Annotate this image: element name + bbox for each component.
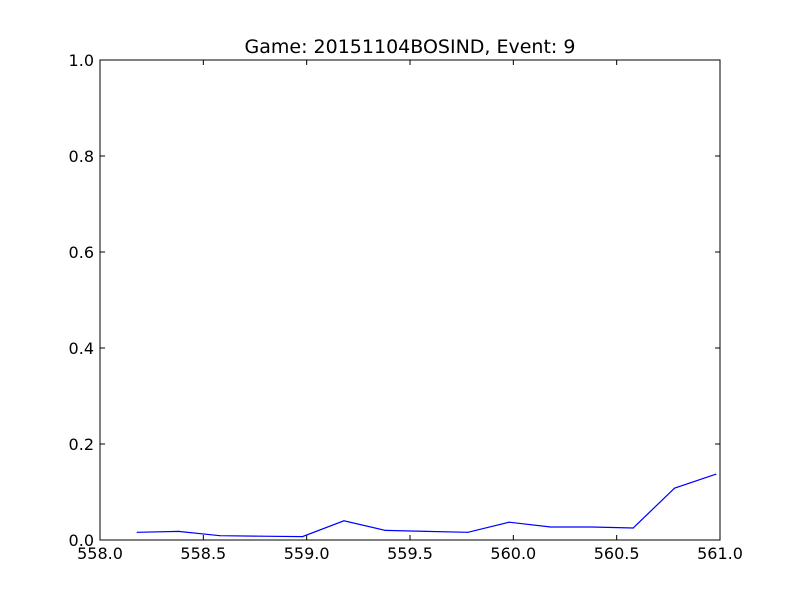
y-tick-label: 1.0 (69, 51, 94, 70)
data-point (467, 531, 469, 533)
x-tick-label: 559.0 (284, 544, 330, 563)
data-point (260, 535, 262, 537)
y-tick-label: 0.2 (69, 435, 94, 454)
x-axis: 558.0 558.5 559.0 559.5 560.0 560.5 561.0 (77, 60, 743, 563)
y-tick-label: 0.4 (69, 339, 94, 358)
data-point (632, 527, 634, 529)
x-tick-label: 559.5 (387, 544, 433, 563)
chart-title: Game: 20151104BOSIND, Event: 9 (245, 36, 576, 58)
data-point (219, 535, 221, 537)
x-tick-label: 558.0 (77, 544, 123, 563)
x-tick-label: 558.5 (180, 544, 226, 563)
y-axis: 0.0 0.2 0.4 0.6 0.8 1.0 (69, 51, 720, 550)
data-point (136, 531, 138, 533)
data-point (177, 530, 180, 532)
data-point (343, 520, 345, 522)
plot-area-frame (99, 59, 721, 541)
data-point (591, 526, 593, 528)
series-group (136, 473, 717, 538)
series-line (137, 473, 717, 538)
y-tick-label: 0.6 (69, 243, 94, 262)
x-tick-label: 560.0 (490, 544, 536, 563)
data-point (425, 530, 428, 532)
data-point (508, 521, 510, 523)
x-tick-label: 560.5 (594, 544, 640, 563)
data-point (549, 526, 552, 528)
data-point (384, 529, 386, 532)
data-point (673, 487, 676, 489)
data-point (715, 473, 717, 475)
data-point (301, 536, 304, 538)
x-tick-label: 561.0 (697, 544, 743, 563)
y-tick-label: 0.8 (69, 147, 94, 166)
y-tick-label: 0.0 (69, 531, 94, 550)
